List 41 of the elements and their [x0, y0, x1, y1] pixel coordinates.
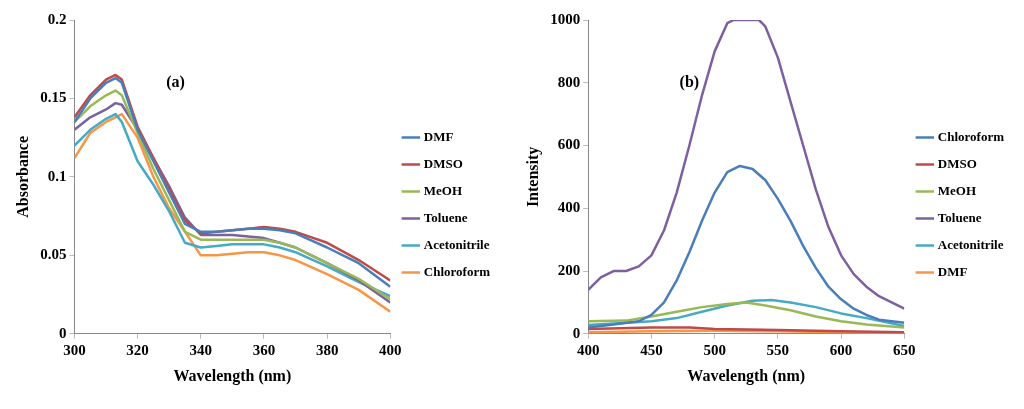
x-tick-label: 400: [576, 341, 600, 358]
x-tick-label: 360: [252, 341, 276, 358]
y-tick-label: 600: [557, 136, 581, 153]
legend-label: Acetonitrile: [937, 236, 1004, 252]
legend-label: Toluene: [937, 209, 982, 225]
legend-label: Chloroform: [423, 263, 491, 279]
x-tick-label: 400: [379, 341, 402, 358]
x-tick-label: 500: [703, 341, 726, 358]
legend-label: DMSO: [423, 155, 463, 171]
x-axis-title: Wavelength (nm): [687, 366, 806, 385]
y-tick-label: 1000: [550, 10, 581, 27]
x-tick-label: 340: [189, 341, 213, 358]
x-tick-label: 450: [640, 341, 663, 358]
x-tick-label: 550: [766, 341, 790, 358]
legend-label: DMSO: [937, 155, 977, 171]
x-axis-title: Wavelength (nm): [173, 366, 292, 385]
legend-label: MeOH: [423, 182, 463, 198]
legend-label: Chloroform: [937, 128, 1005, 144]
y-axis-title: Absorbance: [13, 136, 31, 218]
y-tick-label: 800: [557, 73, 581, 90]
legend-label: Toluene: [423, 209, 468, 225]
legend-label: MeOH: [937, 182, 977, 198]
legend-label: DMF: [423, 128, 454, 144]
legend-label: DMF: [937, 263, 968, 279]
x-tick-label: 600: [829, 341, 853, 358]
y-tick-label: 400: [557, 199, 581, 216]
y-axis-title: Intensity: [523, 146, 542, 208]
y-tick-label: 0.15: [40, 89, 67, 106]
legend-label: Acetonitrile: [423, 236, 490, 252]
x-tick-label: 650: [893, 341, 916, 358]
y-tick-label: 200: [557, 261, 581, 278]
x-tick-label: 300: [63, 341, 86, 358]
y-tick-label: 0: [58, 324, 67, 341]
y-tick-label: 0: [572, 324, 581, 341]
x-tick-label: 320: [126, 341, 149, 358]
y-tick-label: 0.2: [47, 10, 67, 27]
x-tick-label: 380: [315, 341, 339, 358]
text: (a): [166, 72, 185, 91]
y-tick-label: 0.1: [47, 167, 67, 184]
text: (b): [679, 72, 700, 91]
y-tick-label: 0.05: [40, 246, 67, 263]
